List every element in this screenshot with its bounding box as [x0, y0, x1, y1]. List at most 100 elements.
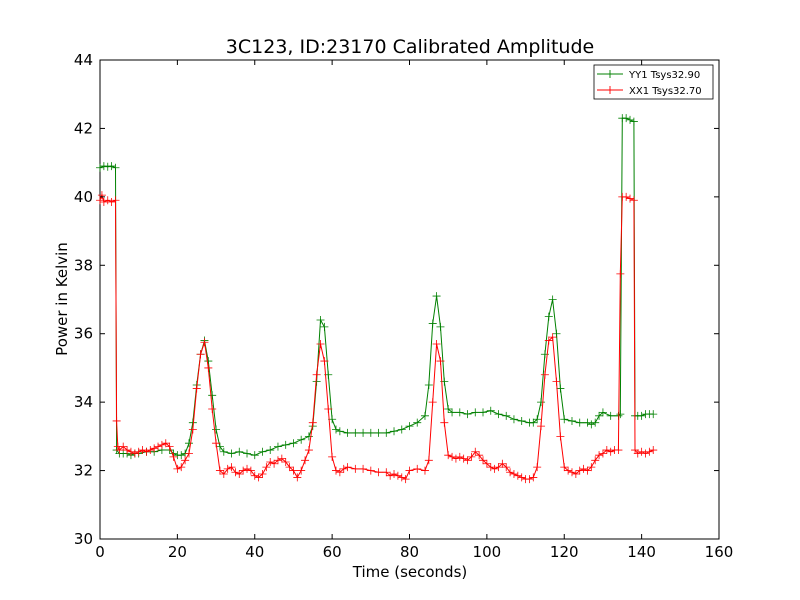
- data-point: [471, 447, 480, 456]
- data-point: [111, 196, 120, 205]
- data-point: [351, 428, 360, 437]
- data-point: [448, 452, 457, 461]
- data-point: [331, 466, 340, 475]
- data-point: [281, 440, 290, 449]
- data-point: [304, 446, 313, 455]
- data-point: [436, 357, 445, 366]
- x-tick-label: 0: [95, 543, 105, 561]
- data-point: [328, 452, 337, 461]
- legend: YY1 Tsys32.90 XX1 Tsys32.70: [593, 64, 714, 100]
- data-point: [401, 475, 410, 484]
- data-point: [405, 422, 414, 431]
- data-point: [301, 456, 310, 465]
- data-point: [424, 456, 433, 465]
- data-point: [351, 464, 360, 473]
- x-tick-label: 140: [627, 543, 656, 561]
- plot-frame: [99, 59, 720, 540]
- data-point: [606, 447, 615, 456]
- x-tick-label: 100: [473, 543, 502, 561]
- data-point: [270, 459, 279, 468]
- data-point: [184, 449, 193, 458]
- data-point: [173, 464, 182, 473]
- y-tick-label: 38: [74, 256, 93, 274]
- x-tick-label: 80: [400, 543, 419, 561]
- data-point: [560, 415, 569, 424]
- data-point: [262, 463, 271, 472]
- data-point: [479, 408, 488, 417]
- data-point: [467, 452, 476, 461]
- data-point: [177, 463, 186, 472]
- data-point: [316, 339, 325, 348]
- x-axis-label: Time (seconds): [352, 563, 468, 581]
- data-point: [598, 449, 607, 458]
- data-point: [390, 469, 399, 478]
- data-point: [250, 451, 259, 460]
- data-point: [266, 458, 275, 467]
- data-point: [107, 162, 116, 171]
- data-point: [138, 446, 147, 455]
- data-point: [616, 410, 625, 419]
- data-point: [285, 463, 294, 472]
- data-point: [537, 422, 546, 431]
- legend-marker: [606, 86, 614, 94]
- data-point: [157, 440, 166, 449]
- y-tick-label: 36: [74, 325, 93, 343]
- data-point: [243, 449, 252, 458]
- data-point: [626, 194, 635, 203]
- data-point: [641, 449, 650, 458]
- data-point: [598, 408, 607, 417]
- data-point: [289, 439, 298, 448]
- data-point: [595, 451, 604, 460]
- data-point: [99, 197, 108, 206]
- data-point: [134, 447, 143, 456]
- data-point: [583, 466, 592, 475]
- data-point: [339, 464, 348, 473]
- data-point: [645, 447, 654, 456]
- data-point: [482, 459, 491, 468]
- data-point: [494, 410, 503, 419]
- data-point: [235, 469, 244, 478]
- data-point: [184, 439, 193, 448]
- data-point: [215, 442, 224, 451]
- data-point: [413, 464, 422, 473]
- data-point: [304, 432, 313, 441]
- data-point: [204, 363, 213, 372]
- data-point: [239, 466, 248, 475]
- data-point: [200, 338, 209, 347]
- data-point: [103, 196, 112, 205]
- x-tick-label: 20: [168, 543, 187, 561]
- data-point: [428, 398, 437, 407]
- data-point: [486, 406, 495, 415]
- data-point: [463, 410, 472, 419]
- data-point: [579, 464, 588, 473]
- data-point: [227, 449, 236, 458]
- data-point: [471, 408, 480, 417]
- data-point: [359, 464, 368, 473]
- data-point: [165, 442, 174, 451]
- data-point: [161, 439, 170, 448]
- data-point: [502, 463, 511, 472]
- data-point: [616, 269, 625, 278]
- data-point: [289, 466, 298, 475]
- data-point: [455, 452, 464, 461]
- data-point: [649, 410, 658, 419]
- data-point: [571, 469, 580, 478]
- data-point: [556, 432, 565, 441]
- data-point: [633, 449, 642, 458]
- data-point: [320, 357, 329, 366]
- data-point: [463, 456, 472, 465]
- data-point: [517, 473, 526, 482]
- data-point: [552, 377, 561, 386]
- legend-box: [593, 64, 714, 100]
- data-point: [424, 381, 433, 390]
- data-point: [517, 416, 526, 425]
- data-point: [509, 469, 518, 478]
- data-point: [343, 463, 352, 472]
- data-point: [560, 463, 569, 472]
- data-point: [103, 162, 112, 171]
- data-point: [622, 192, 631, 201]
- data-point: [359, 428, 368, 437]
- data-point: [231, 468, 240, 477]
- data-point: [591, 456, 600, 465]
- data-point: [614, 446, 623, 455]
